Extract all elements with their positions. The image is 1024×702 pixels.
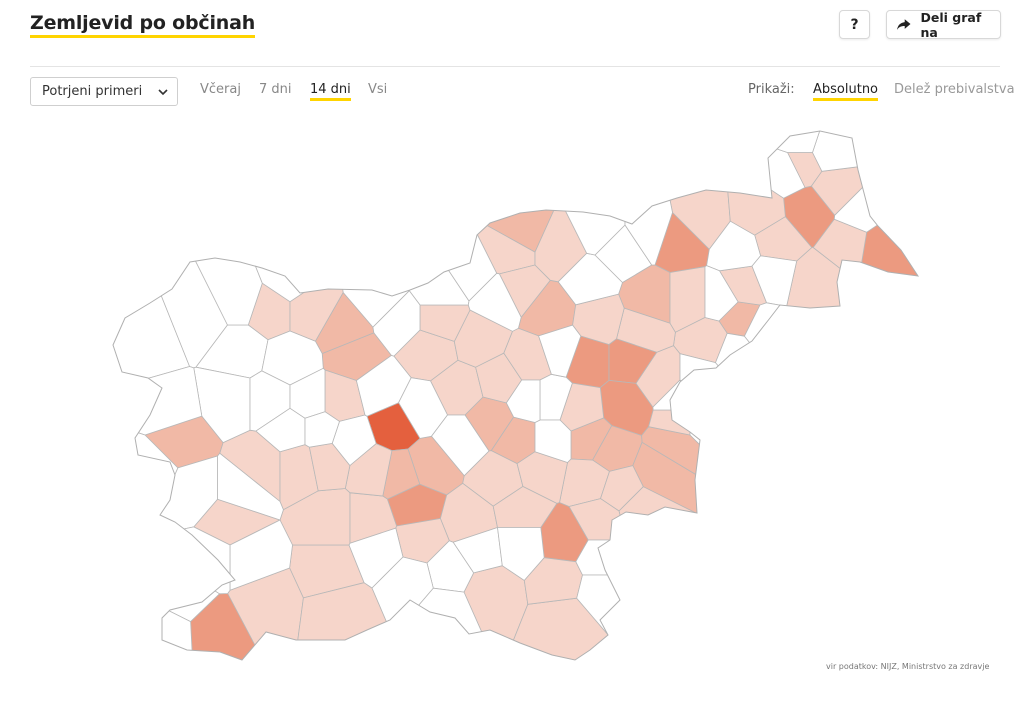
municipality-region[interactable] bbox=[689, 399, 930, 639]
municipality-region[interactable] bbox=[534, 419, 572, 463]
municipality-region[interactable] bbox=[618, 486, 930, 670]
page-title-text: Zemljevid po občinah bbox=[30, 12, 255, 38]
municipality-region[interactable] bbox=[370, 120, 498, 302]
page-title: Zemljevid po občinah bbox=[30, 12, 255, 38]
municipality-region[interactable] bbox=[786, 247, 930, 483]
mode-population-share-label: Delež prebivalstva bbox=[894, 82, 1015, 97]
municipality-region[interactable] bbox=[100, 575, 194, 670]
metric-select-value: Potrjeni primeri bbox=[42, 84, 143, 99]
municipality-region[interactable] bbox=[505, 379, 541, 423]
municipality-region[interactable] bbox=[255, 407, 306, 453]
tab-all-label: Vsi bbox=[368, 82, 388, 97]
municipality-map bbox=[100, 120, 931, 670]
municipality-region[interactable] bbox=[812, 120, 931, 172]
share-arrow-icon bbox=[897, 18, 911, 30]
mode-absolute[interactable]: Absolutno bbox=[813, 82, 879, 101]
tab-7-days-label: 7 dni bbox=[259, 82, 292, 97]
municipality-region[interactable] bbox=[701, 120, 824, 153]
data-source-note: vir podatkov: NIJZ, Ministrstvo za zdrav… bbox=[826, 662, 990, 671]
mode-population-share[interactable]: Delež prebivalstva bbox=[894, 82, 1015, 97]
municipality-region[interactable] bbox=[576, 574, 861, 670]
share-button-label: Deli graf na bbox=[920, 9, 982, 40]
municipality-region[interactable] bbox=[572, 293, 625, 345]
municipality-region[interactable] bbox=[751, 255, 798, 307]
help-button-label: ? bbox=[850, 16, 859, 33]
municipality-region[interactable] bbox=[715, 332, 828, 441]
tab-yesterday[interactable]: Včeraj bbox=[200, 82, 241, 97]
municipality-region[interactable] bbox=[632, 441, 881, 606]
mode-absolute-label: Absolutno bbox=[813, 82, 879, 101]
municipality-region[interactable] bbox=[744, 302, 930, 509]
municipality-region[interactable] bbox=[391, 184, 470, 306]
tab-yesterday-label: Včeraj bbox=[200, 82, 241, 97]
municipality-region[interactable] bbox=[575, 539, 671, 576]
help-button[interactable]: ? bbox=[839, 10, 870, 39]
tab-7-days[interactable]: 7 dni bbox=[259, 82, 292, 97]
show-label: Prikaži: bbox=[748, 82, 795, 97]
metric-select[interactable]: Potrjeni primeri bbox=[30, 77, 178, 106]
tab-14-days[interactable]: 14 dni bbox=[310, 82, 351, 101]
municipality-region[interactable] bbox=[355, 354, 412, 417]
municipality-region[interactable] bbox=[100, 142, 191, 393]
municipality-region[interactable] bbox=[538, 324, 582, 378]
municipality-region[interactable] bbox=[497, 527, 545, 581]
municipality-region[interactable] bbox=[100, 542, 220, 622]
header-divider bbox=[30, 66, 1000, 67]
municipality-region[interactable] bbox=[304, 411, 340, 448]
municipality-region[interactable] bbox=[467, 272, 522, 332]
municipality-region[interactable] bbox=[431, 414, 490, 477]
tab-all[interactable]: Vsi bbox=[368, 82, 387, 97]
chevron-down-icon bbox=[158, 89, 168, 96]
municipality-region[interactable] bbox=[706, 220, 761, 272]
municipality-region[interactable] bbox=[339, 125, 410, 328]
country-outline bbox=[112, 130, 920, 661]
share-button[interactable]: Deli graf na bbox=[886, 9, 1001, 40]
tab-14-days-label: 14 dni bbox=[310, 82, 351, 101]
municipality-region[interactable] bbox=[394, 120, 560, 253]
municipality-region[interactable] bbox=[704, 265, 739, 322]
